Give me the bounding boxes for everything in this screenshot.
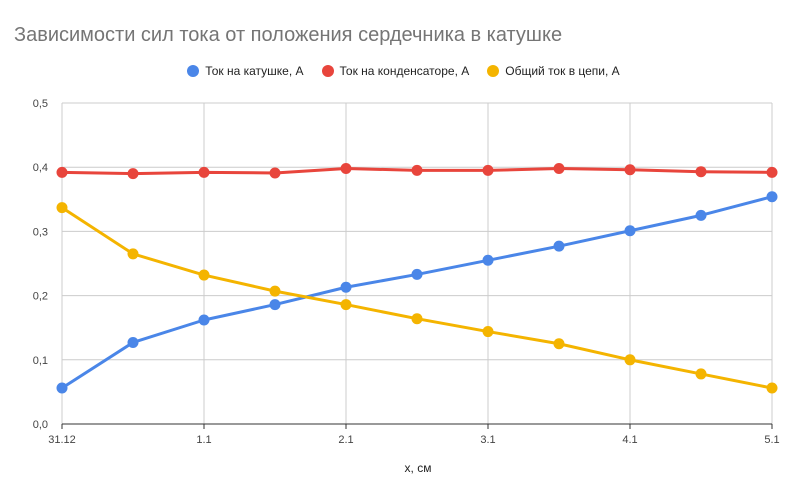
data-point-capacitor[interactable]	[127, 168, 139, 180]
legend-item-capacitor[interactable]: Ток на конденсаторе, А	[321, 64, 470, 78]
series-line-total	[61, 206, 773, 390]
legend: Ток на катушке, А Ток на конденсаторе, А…	[0, 64, 807, 78]
y-tick-label: 0,0	[33, 419, 48, 431]
data-point-total[interactable]	[482, 326, 494, 338]
data-point-capacitor[interactable]	[553, 162, 565, 174]
data-point-capacitor[interactable]	[695, 166, 707, 178]
legend-swatch-capacitor	[321, 65, 334, 77]
series-layer	[56, 162, 778, 394]
x-axis-label: x, см	[405, 461, 432, 475]
y-tick-label: 0,3	[33, 226, 48, 238]
x-tick-label: 5.1	[764, 434, 779, 446]
data-point-total[interactable]	[56, 202, 68, 214]
data-point-total[interactable]	[269, 285, 281, 297]
data-point-coil[interactable]	[553, 240, 565, 252]
data-point-capacitor[interactable]	[482, 164, 494, 176]
y-tick-label: 0,2	[33, 291, 48, 303]
data-point-coil[interactable]	[624, 225, 636, 237]
data-point-capacitor[interactable]	[340, 162, 352, 174]
data-point-capacitor[interactable]	[269, 167, 281, 179]
y-tick-label: 0,5	[33, 98, 48, 110]
data-point-total[interactable]	[553, 338, 565, 350]
data-point-total[interactable]	[695, 368, 707, 380]
legend-label-total: Общий ток в цепи, А	[505, 64, 620, 78]
legend-swatch-coil	[187, 65, 200, 77]
x-tick-label: 31.12	[48, 434, 76, 446]
data-point-capacitor[interactable]	[198, 166, 210, 178]
legend-swatch-total	[487, 65, 500, 77]
data-point-coil[interactable]	[198, 314, 210, 326]
data-point-coil[interactable]	[340, 281, 352, 293]
data-point-total[interactable]	[127, 248, 139, 260]
data-point-capacitor[interactable]	[411, 164, 423, 176]
data-point-coil[interactable]	[766, 191, 778, 203]
data-point-capacitor[interactable]	[766, 166, 778, 178]
data-point-capacitor[interactable]	[624, 164, 636, 176]
chart-title: Зависимости сил тока от положения сердеч…	[14, 24, 563, 46]
legend-item-total[interactable]: Общий ток в цепи, А	[487, 64, 620, 78]
data-point-coil[interactable]	[411, 268, 423, 280]
data-point-total[interactable]	[624, 354, 636, 366]
x-tick-label: 1.1	[196, 434, 211, 446]
x-tick-label: 3.1	[480, 434, 495, 446]
axes: 0,0 0,1 0,2 0,3 0,4 0,5 31.12 1.1 2.1 3.1 4.1 5.1	[33, 98, 780, 446]
data-point-coil[interactable]	[482, 254, 494, 266]
legend-item-coil[interactable]: Ток на катушке, А	[187, 64, 304, 78]
legend-label-capacitor: Ток на конденсаторе, А	[339, 64, 470, 78]
data-point-capacitor[interactable]	[56, 166, 68, 178]
data-point-total[interactable]	[198, 269, 210, 281]
x-tick-label: 4.1	[622, 434, 637, 446]
data-point-coil[interactable]	[695, 209, 707, 221]
data-point-total[interactable]	[411, 313, 423, 325]
y-tick-label: 0,4	[33, 162, 48, 174]
data-point-coil[interactable]	[56, 382, 68, 394]
gridlines	[61, 102, 773, 424]
x-tick-label: 2.1	[338, 434, 353, 446]
y-tick-label: 0,1	[33, 355, 48, 367]
data-point-coil[interactable]	[127, 336, 139, 348]
legend-label-coil: Ток на катушке, А	[205, 64, 304, 78]
data-point-total[interactable]	[766, 382, 778, 394]
data-point-total[interactable]	[340, 299, 352, 311]
data-point-coil[interactable]	[269, 299, 281, 311]
